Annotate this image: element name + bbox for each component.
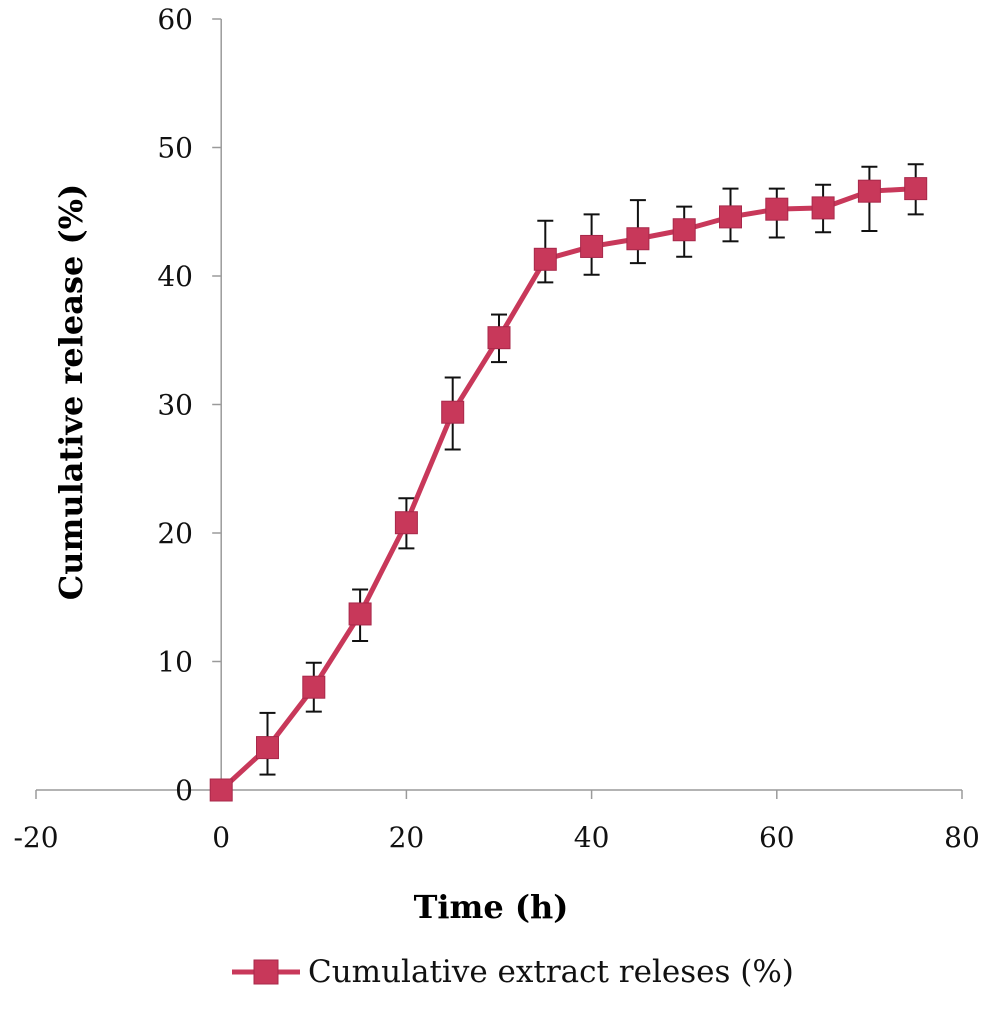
data-point (857, 179, 881, 203)
data-markers (209, 177, 928, 802)
y-tick-label: 20 (157, 517, 193, 550)
x-axis-title: Time (h) (414, 888, 569, 926)
series-line (219, 186, 916, 792)
y-tick-label: 0 (175, 774, 193, 807)
data-point (441, 400, 465, 424)
data-point (765, 197, 789, 221)
x-tick-label: 0 (212, 821, 230, 854)
data-point (394, 511, 418, 535)
x-tick-label: 80 (944, 821, 980, 854)
data-point (487, 326, 511, 350)
y-tick-label: 60 (157, 3, 193, 36)
data-point (256, 736, 279, 760)
legend: Cumulative extract releses (%) (232, 954, 794, 990)
y-tick-label: 10 (157, 646, 193, 679)
data-point (580, 234, 604, 258)
legend-marker (253, 959, 279, 985)
y-tick-label: 50 (157, 132, 193, 165)
data-point (719, 205, 742, 229)
x-tick-label: 40 (574, 821, 610, 854)
y-tick-label: 30 (157, 389, 193, 422)
x-tick-label: 60 (759, 821, 795, 854)
series-line-group (219, 186, 916, 792)
data-point (811, 196, 835, 220)
x-tick-label: -20 (13, 821, 58, 854)
y-tick-label: 40 (157, 260, 193, 293)
y-axis-title: Cumulative release (%) (52, 184, 90, 600)
data-point (626, 227, 650, 251)
data-point (904, 177, 928, 201)
legend-label: Cumulative extract releses (%) (308, 954, 794, 990)
data-point (672, 218, 696, 242)
x-tick-label: 20 (389, 821, 425, 854)
data-point (348, 602, 372, 626)
axes: -20 0 20 40 60 80 0 10 20 30 40 50 60 (13, 3, 979, 854)
data-point (533, 247, 557, 271)
data-point (302, 675, 326, 699)
data-point (209, 778, 233, 802)
